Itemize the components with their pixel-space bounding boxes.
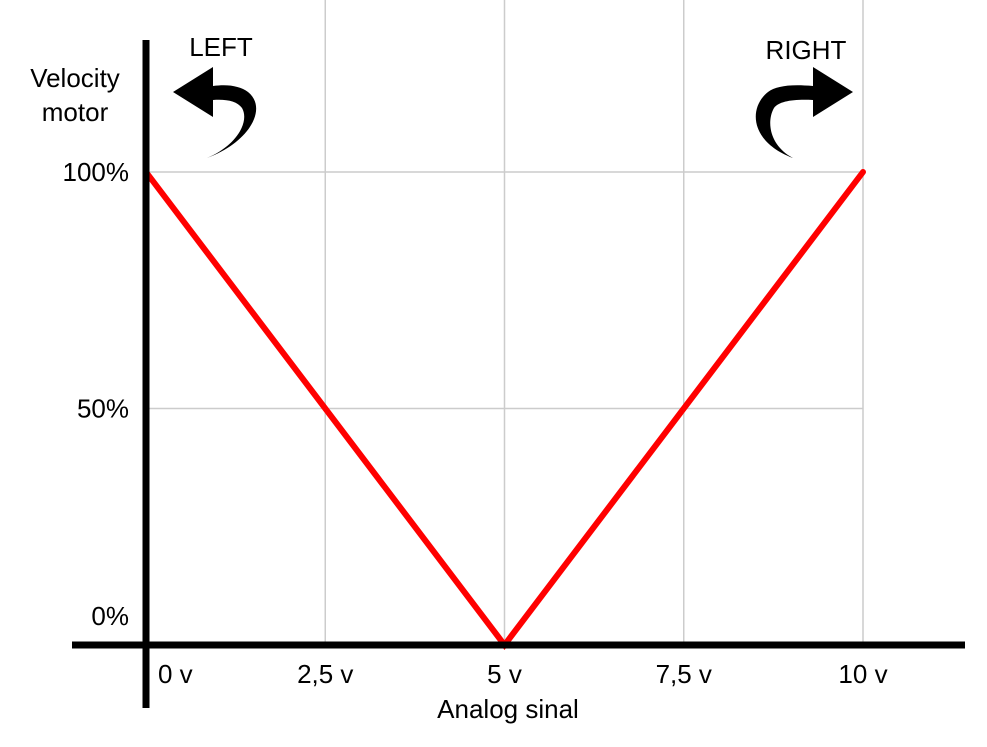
grid-layer (146, 0, 863, 645)
x-tick-label: 7,5 v (656, 659, 712, 689)
x-tick-label: 5 v (487, 659, 522, 689)
y-axis-title-line-2: motor (42, 97, 109, 127)
right-direction-label: RIGHT (766, 35, 847, 65)
curved-arrow-left-icon (173, 67, 256, 158)
y-tick-label: 0% (91, 601, 129, 631)
y-axis-title-line-1: Velocity (30, 63, 120, 93)
left-direction-label: LEFT (189, 32, 253, 62)
y-tick-label: 50% (77, 394, 129, 424)
x-tick-label: 10 v (838, 659, 887, 689)
x-tick-label: 2,5 v (297, 659, 353, 689)
axis-layer (72, 40, 965, 708)
curved-arrow-right-icon (756, 67, 853, 158)
x-axis-title: Analog sinal (437, 694, 579, 724)
x-tick-label: 0 v (158, 659, 193, 689)
y-tick-label: 100% (63, 157, 130, 187)
